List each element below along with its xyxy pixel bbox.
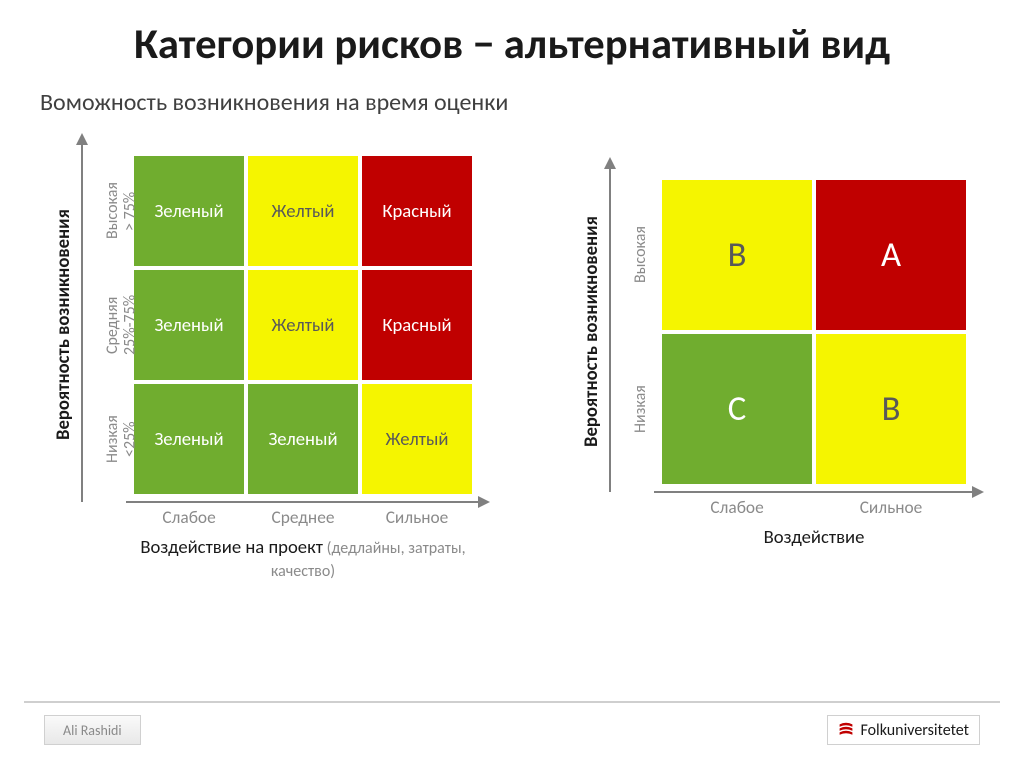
left-grid: ЗеленыйЖелтыйКрасныйЗеленыйЖелтыйКрасный… xyxy=(134,156,472,494)
author-box: Ali Rashidi xyxy=(44,715,141,745)
left-y-tick-main: Средняя xyxy=(104,270,122,380)
left-y-tick: Низкая<25% xyxy=(104,384,132,494)
author-name: Ali Rashidi xyxy=(63,722,122,739)
left-y-tick-sub: <25% xyxy=(122,384,140,494)
right-y-tick-main: Высокая xyxy=(632,180,650,330)
left-y-tick: Высокая> 75% xyxy=(104,156,132,266)
left-y-arrow-icon xyxy=(72,133,92,507)
left-cell: Желтый xyxy=(248,156,358,266)
left-cell: Желтый xyxy=(362,384,472,494)
right-x-axis-title: Воздействие xyxy=(662,526,966,549)
right-grid: BACB xyxy=(662,180,966,484)
right-y-arrow-icon xyxy=(600,157,620,497)
left-y-tick-main: Высокая xyxy=(104,156,122,266)
left-cell: Зеленый xyxy=(248,384,358,494)
right-y-axis-title: Вероятность возникновения xyxy=(580,180,600,484)
left-cell: Красный xyxy=(362,156,472,266)
logo-box: Folkuniversitetet xyxy=(827,715,980,745)
left-y-axis-title: Вероятность возникновения xyxy=(52,156,72,494)
logo-icon xyxy=(838,722,854,738)
slide-root: Категории рисков − альтернативный вид Во… xyxy=(0,0,1024,767)
logo-text: Folkuniversitetet xyxy=(860,721,969,740)
right-cell: B xyxy=(662,180,812,330)
footer-divider xyxy=(24,701,1000,703)
right-y-tick-main: Низкая xyxy=(632,334,650,484)
right-y-tick: Низкая xyxy=(632,334,660,484)
left-y-tick-sub: > 75% xyxy=(122,156,140,266)
right-cell: C xyxy=(662,334,812,484)
left-cell: Желтый xyxy=(248,270,358,380)
left-cell: Красный xyxy=(362,270,472,380)
right-cell: A xyxy=(816,180,966,330)
left-x-axis-title: Воздействие на проект (дедлайны, затраты… xyxy=(134,536,472,582)
left-y-tick-sub: 25%-75% xyxy=(122,270,140,380)
right-cell: B xyxy=(816,334,966,484)
right-x-axis-title-main: Воздействие xyxy=(764,526,865,549)
slide-title: Категории рисков − альтернативный вид xyxy=(0,18,1024,70)
slide-subtitle: Воможность возникновения на время оценки xyxy=(40,88,508,117)
left-x-axis-title-main: Воздействие на проект xyxy=(140,536,323,559)
left-cell: Зеленый xyxy=(134,270,244,380)
left-y-tick: Средняя25%-75% xyxy=(104,270,132,380)
right-y-tick: Высокая xyxy=(632,180,660,330)
left-x-arrow-icon xyxy=(121,492,495,512)
right-x-arrow-icon xyxy=(649,482,989,502)
left-cell: Зеленый xyxy=(134,156,244,266)
left-y-tick-main: Низкая xyxy=(104,384,122,494)
left-cell: Зеленый xyxy=(134,384,244,494)
